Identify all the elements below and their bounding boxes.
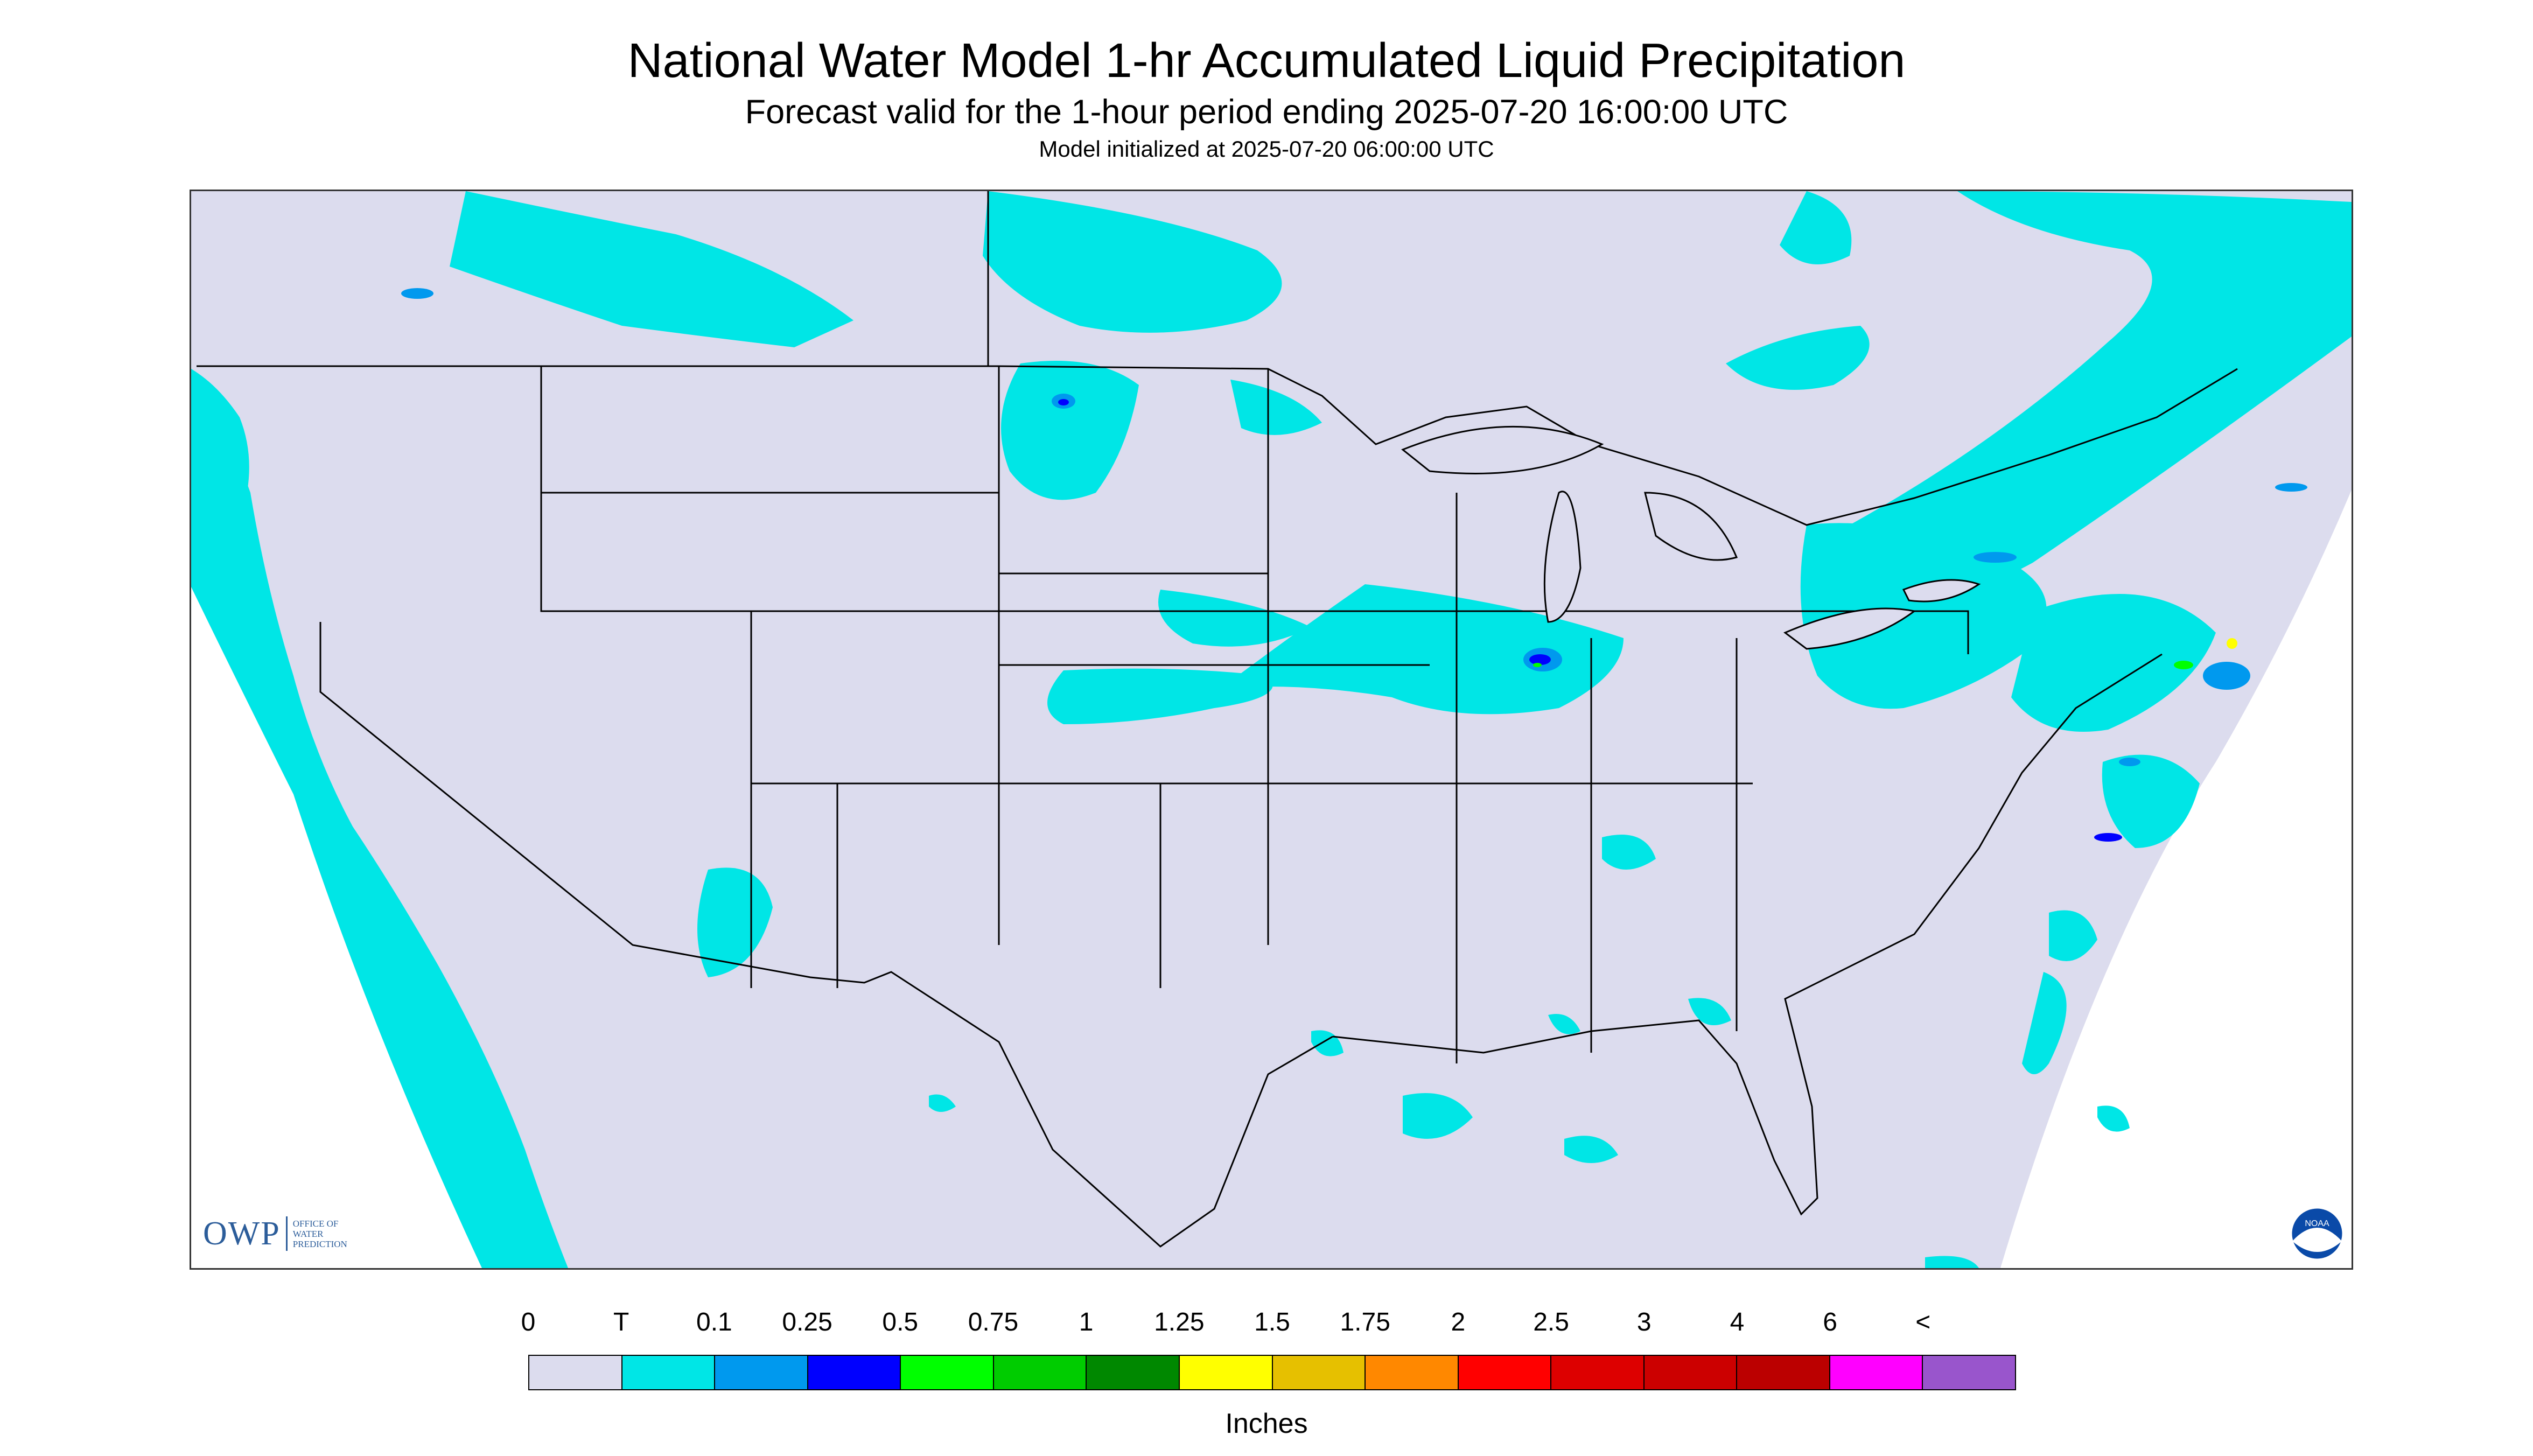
legend-swatch xyxy=(1366,1356,1459,1389)
legend-swatch xyxy=(1923,1356,2015,1389)
legend-swatch xyxy=(529,1356,622,1389)
precipitation-map: NOAA OWP OFFICE OF WATER PREDICTION xyxy=(190,190,2353,1270)
legend-tick-label: 2.5 xyxy=(1533,1308,1569,1336)
precip-heavier-cells xyxy=(401,288,2307,842)
map-subtitle: Forecast valid for the 1-hour period end… xyxy=(745,93,1788,131)
legend-swatch xyxy=(1458,1356,1552,1389)
legend-color-bar xyxy=(528,1355,2016,1390)
map-title: National Water Model 1-hr Accumulated Li… xyxy=(627,34,1906,88)
legend-tick-label: 0.5 xyxy=(882,1308,919,1336)
owp-logo-line: OFFICE OF xyxy=(292,1218,339,1229)
great-lakes xyxy=(1401,425,1981,650)
legend-tick-label: 0.25 xyxy=(782,1308,832,1336)
legend-labels: 0 T 0.1 0.25 0.5 0.75 1 1.25 1.5 1.75 2 2.5 3 4 6 < xyxy=(0,1307,2533,1345)
outside-domain-right xyxy=(2000,490,2352,1268)
owp-logo-line: WATER xyxy=(292,1228,324,1239)
owp-logo: OWP OFFICE OF WATER PREDICTION xyxy=(203,1212,347,1255)
legend-tick-label: 1 xyxy=(1079,1308,1094,1336)
legend-tick-label: 6 xyxy=(1823,1308,1837,1336)
legend-tick-label: 1.25 xyxy=(1154,1308,1205,1336)
legend-swatch xyxy=(1272,1356,1366,1389)
legend-tick-label: 1.75 xyxy=(1340,1308,1390,1336)
legend-swatch xyxy=(1551,1356,1645,1389)
legend-swatch xyxy=(1830,1356,1923,1389)
legend-units-label: Inches xyxy=(1225,1408,1308,1439)
legend-tick-label: 3 xyxy=(1636,1308,1652,1336)
legend-swatch xyxy=(1179,1356,1273,1389)
legend-tick-label: 1.5 xyxy=(1254,1308,1290,1336)
legend-tick-label: 0.75 xyxy=(968,1308,1019,1336)
legend-swatch xyxy=(715,1356,808,1389)
legend-swatch xyxy=(1644,1356,1738,1389)
map-canvas: NOAA xyxy=(191,191,2352,1268)
legend-tick-label: 2 xyxy=(1451,1308,1466,1336)
legend-swatch xyxy=(1087,1356,1180,1389)
legend-swatch xyxy=(901,1356,994,1389)
legend-swatch xyxy=(622,1356,716,1389)
legend-tick-label: T xyxy=(613,1308,629,1336)
noaa-logo: NOAA xyxy=(2290,1207,2344,1261)
legend-tick-label: 0.1 xyxy=(696,1308,732,1336)
legend-tick-label: 0 xyxy=(521,1308,536,1336)
noaa-logo-text: NOAA xyxy=(2305,1219,2329,1228)
legend-swatch xyxy=(993,1356,1087,1389)
outside-domain-left xyxy=(191,587,482,1268)
model-init-text: Model initialized at 2025-07-20 06:00:00… xyxy=(1039,136,1494,162)
legend-tick-label: < xyxy=(1915,1308,1931,1336)
owp-logo-small: OFFICE OF WATER PREDICTION xyxy=(293,1219,347,1249)
precip-trace-areas xyxy=(191,191,2352,1268)
legend-tick-label: 4 xyxy=(1730,1308,1745,1336)
owp-logo-divider xyxy=(285,1216,288,1251)
owp-logo-line: PREDICTION xyxy=(292,1238,347,1249)
political-boundaries xyxy=(197,191,2238,1248)
legend-swatch xyxy=(1737,1356,1830,1389)
owp-logo-big: OWP xyxy=(203,1215,281,1252)
legend-swatch xyxy=(808,1356,901,1389)
